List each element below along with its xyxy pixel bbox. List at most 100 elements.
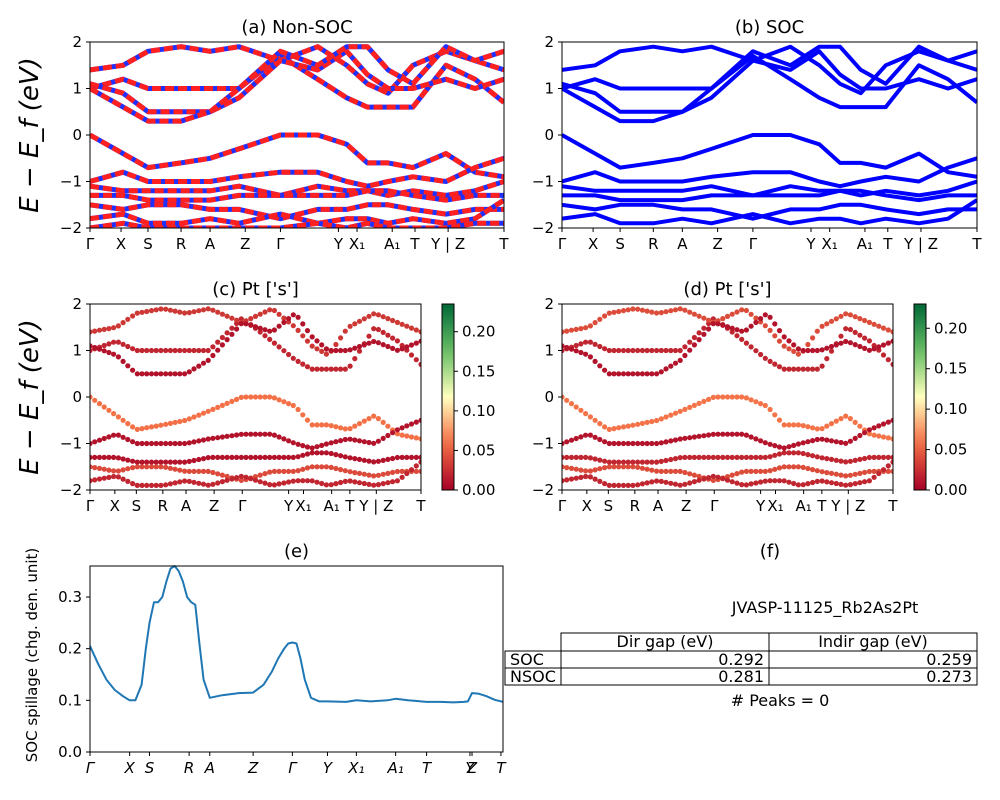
band-point-c-6-16 <box>163 464 169 470</box>
band-point-d-0-17 <box>639 347 646 354</box>
band-point-d-7-23 <box>668 480 674 486</box>
band-point-c-3-69 <box>413 435 419 441</box>
band-point-c-0-5 <box>111 339 117 345</box>
band-point-d-2-30 <box>701 331 707 337</box>
x-tick-label-b-3: R <box>648 235 658 253</box>
band-point-d-4-23 <box>668 438 674 444</box>
band-point-d-1-4 <box>578 326 584 332</box>
band-point-d-7-56 <box>824 479 830 485</box>
band-point-c-0-17 <box>167 347 173 354</box>
band-point-c-3-5 <box>111 411 117 417</box>
band-point-d-0-21 <box>658 347 664 354</box>
band-point-c-2-46 <box>304 328 311 334</box>
band-point-d-7-3 <box>573 475 579 481</box>
band-point-d-4-49 <box>791 442 797 448</box>
band-point-d-5-48 <box>786 450 792 456</box>
band-point-c-5-45 <box>300 452 306 458</box>
band-point-c-4-59 <box>366 439 372 446</box>
x-tick-label-c-11: Y | Z <box>358 497 393 515</box>
band-point-d-7-69 <box>885 463 891 469</box>
band-point-d-5-1 <box>564 454 570 460</box>
band-point-d-5-52 <box>805 452 811 458</box>
band-point-d-5-43 <box>762 454 768 460</box>
band-point-c-4-35 <box>252 431 259 437</box>
y-tick-label-e-1: 0.1 <box>58 691 82 709</box>
band-a-0 <box>90 53 504 110</box>
band-point-c-0-23 <box>196 347 202 354</box>
band-point-d-4-41 <box>753 436 759 442</box>
band-point-d-7-57 <box>828 480 835 486</box>
band-point-c-5-14 <box>153 459 159 465</box>
band-point-d-5-44 <box>767 454 773 460</box>
band-point-d-0-0 <box>562 347 565 354</box>
band-point-c-1-64 <box>390 317 396 324</box>
band-point-d-1-46 <box>776 338 783 344</box>
band-point-d-2-29 <box>696 337 702 343</box>
band-point-c-5-17 <box>167 459 173 465</box>
x-tick-label-d-11: Y | Z <box>830 497 865 515</box>
band-point-d-1-26 <box>682 307 688 313</box>
band-point-d-1-29 <box>696 313 702 319</box>
band-point-d-6-21 <box>658 468 664 474</box>
band-point-d-4-35 <box>724 431 731 437</box>
band-point-d-1-15 <box>630 306 636 312</box>
band-point-d-5-22 <box>663 457 669 464</box>
x-tick-label-b-10: T <box>882 235 893 253</box>
band-point-d-7-13 <box>620 482 627 488</box>
band-point-d-3-7 <box>592 417 598 423</box>
band-point-c-7-49 <box>319 480 325 487</box>
y-axis-label-a: E − E_f (eV) <box>15 57 45 213</box>
band-point-c-4-52 <box>333 439 339 445</box>
band-point-c-3-57 <box>356 421 363 427</box>
band-point-c-6-60 <box>371 473 377 479</box>
cell-soc-indir-gap: 0.259 <box>926 650 972 669</box>
y-tick-label-a-4: −2 <box>60 219 82 237</box>
band-point-c-4-43 <box>290 440 296 446</box>
band-point-c-5-55 <box>347 455 353 461</box>
band-a-4 <box>90 132 504 180</box>
band-point-d-1-21 <box>658 310 664 316</box>
band-point-c-4-65 <box>394 427 400 433</box>
band-point-c-0-64 <box>390 335 396 341</box>
band-point-c-3-65 <box>394 431 400 437</box>
band-point-c-4-10 <box>134 440 140 447</box>
band-point-c-3-2 <box>96 401 103 407</box>
band-point-d-0-37 <box>734 333 740 339</box>
x-tick-label-b-9: A₁ <box>857 235 873 253</box>
band-point-d-7-46 <box>776 478 783 484</box>
band-point-d-3-51 <box>800 423 806 429</box>
band-point-d-7-59 <box>838 481 844 487</box>
band-point-c-2-30 <box>229 331 235 337</box>
band-point-d-5-39 <box>743 454 750 460</box>
band-point-c-1-24 <box>200 307 207 313</box>
band-point-c-3-20 <box>182 417 188 424</box>
band-point-d-3-21 <box>658 416 664 422</box>
band-point-c-1-10 <box>134 310 140 316</box>
band-point-c-1-15 <box>158 306 164 312</box>
band-point-c-4-23 <box>196 438 202 444</box>
band-point-c-6-48 <box>314 464 320 470</box>
band-point-c-1-2 <box>96 327 103 333</box>
band-point-d-0-46 <box>776 364 783 370</box>
band-point-d-7-40 <box>748 481 754 487</box>
band-point-c-7-67 <box>404 470 410 477</box>
band-point-d-0-52 <box>805 366 811 372</box>
band-point-c-5-29 <box>224 454 230 460</box>
band-point-c-1-4 <box>106 326 112 332</box>
band-point-c-6-54 <box>342 468 348 474</box>
band-point-d-7-14 <box>625 482 631 488</box>
band-point-d-1-2 <box>568 327 575 333</box>
band-point-d-0-62 <box>852 329 858 335</box>
band-point-d-3-38 <box>739 394 745 400</box>
band-point-c-3-0 <box>90 394 93 400</box>
band-point-d-5-10 <box>606 459 612 465</box>
band-point-c-2-68 <box>408 342 415 348</box>
band-point-c-3-11 <box>139 426 145 432</box>
band-point-c-0-56 <box>352 356 358 362</box>
x-tick-label-d-0: Γ <box>558 497 567 515</box>
band-point-d-5-20 <box>654 459 660 465</box>
band-point-c-5-28 <box>219 454 225 460</box>
band-point-c-2-22 <box>191 366 197 372</box>
